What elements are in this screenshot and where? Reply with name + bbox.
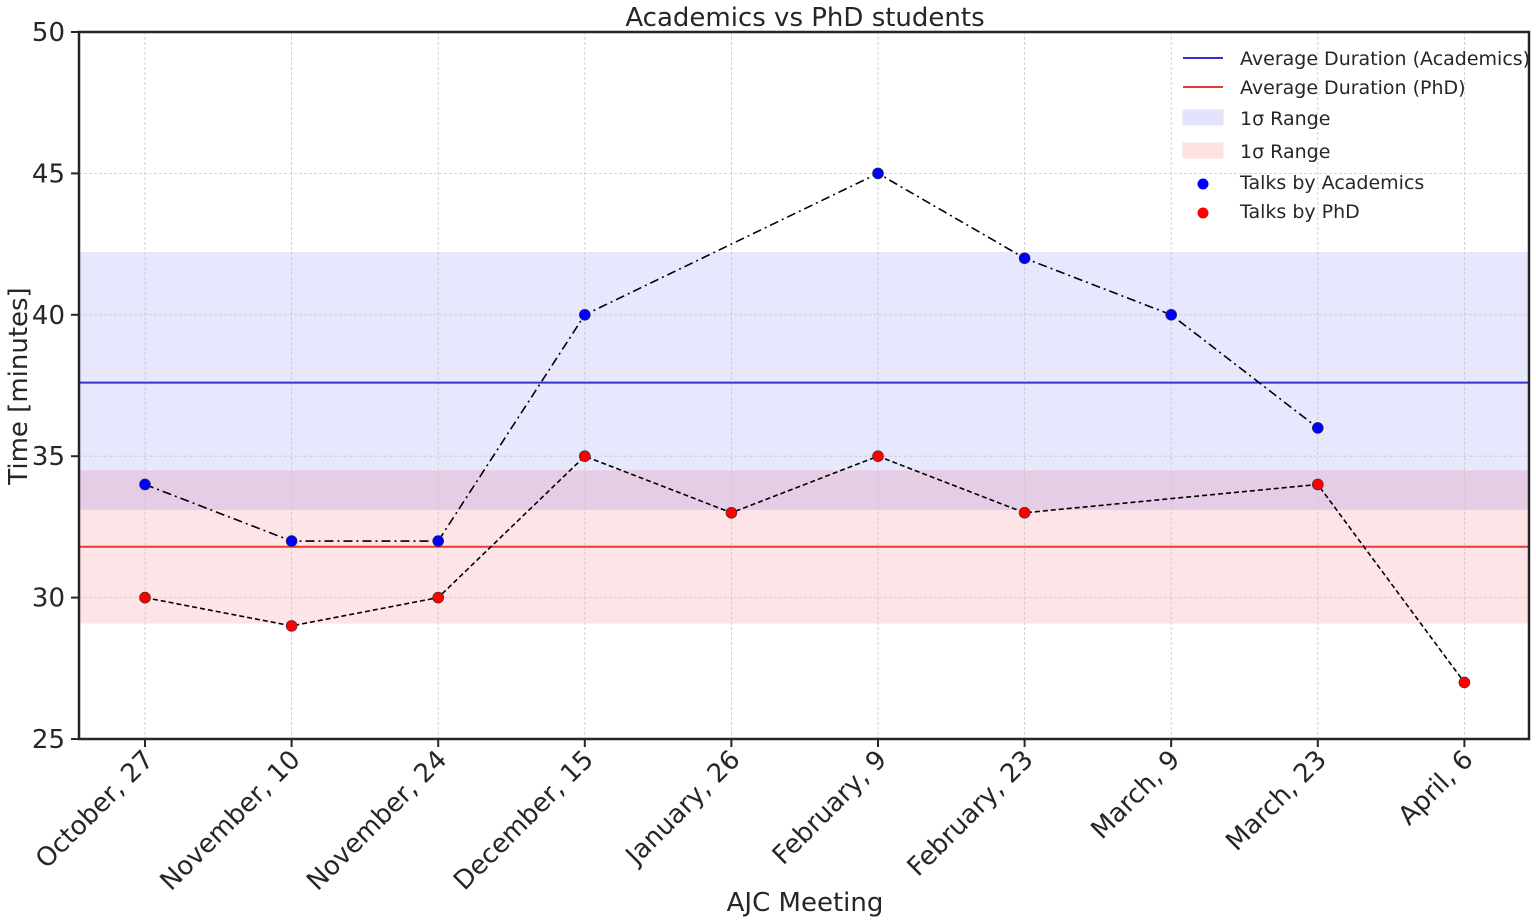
data-point xyxy=(432,591,445,604)
legend-label: 1σ Range xyxy=(1240,108,1330,130)
data-point xyxy=(1458,676,1471,689)
sigma-band-0 xyxy=(78,252,1530,511)
legend-label: Talks by PhD xyxy=(1239,201,1360,223)
data-point xyxy=(432,535,445,547)
x-tick-label: October, 27 xyxy=(30,745,160,875)
data-point xyxy=(1312,422,1324,434)
sigma-band-overlap xyxy=(79,470,1529,510)
x-tick-label: November, 24 xyxy=(301,745,453,897)
x-tick-label: March, 23 xyxy=(1220,745,1332,857)
data-point xyxy=(1018,506,1031,519)
series-points xyxy=(139,167,1471,689)
data-point xyxy=(285,620,298,632)
plot-frame xyxy=(77,30,1531,741)
legend-label: Talks by Academics xyxy=(1239,172,1424,194)
legend-swatch-marker xyxy=(1197,207,1209,219)
data-point xyxy=(872,450,884,463)
legend-swatch-marker xyxy=(1197,178,1209,190)
data-point xyxy=(578,308,591,321)
series-connector-0 xyxy=(144,172,1319,542)
y-axis-ticks: 25 30 35 40 45 50 xyxy=(32,18,79,755)
x-tick-label: February, 9 xyxy=(767,745,893,871)
data-point xyxy=(139,478,151,491)
legend: Average Duration (Academics) Average Dura… xyxy=(1182,48,1530,223)
y-tick-label: 45 xyxy=(32,159,65,189)
x-tick-label: March, 9 xyxy=(1086,745,1187,846)
data-point xyxy=(872,167,884,180)
legend-swatch-band xyxy=(1182,109,1224,126)
y-axis-label: Time [minutes] xyxy=(4,287,34,485)
legend-swatch-band xyxy=(1182,142,1224,159)
legend-label: Average Duration (Academics) xyxy=(1240,48,1530,70)
data-point xyxy=(1165,308,1177,321)
x-tick-label: February, 23 xyxy=(902,745,1040,883)
data-point xyxy=(139,591,151,604)
data-point xyxy=(578,450,591,463)
y-tick-label: 50 xyxy=(32,18,65,48)
y-tick-label: 40 xyxy=(32,301,65,331)
data-point xyxy=(1018,252,1031,265)
x-axis-label: AJC Meeting xyxy=(727,888,884,918)
legend-label: 1σ Range xyxy=(1240,141,1330,163)
x-tick-label: December, 15 xyxy=(448,745,600,897)
y-tick-label: 35 xyxy=(32,442,65,472)
x-tick-label: November, 10 xyxy=(155,745,307,897)
sigma-bands xyxy=(78,252,1530,624)
y-tick-label: 30 xyxy=(32,584,65,614)
x-tick-label: January, 26 xyxy=(619,745,746,872)
legend-label: Average Duration (PhD) xyxy=(1240,77,1466,99)
chart-title: Academics vs PhD students xyxy=(625,3,984,33)
data-point xyxy=(1312,478,1324,491)
data-point xyxy=(285,535,298,547)
data-point xyxy=(725,506,738,519)
y-tick-label: 25 xyxy=(32,725,65,755)
grid xyxy=(79,32,1529,739)
x-tick-label: April, 6 xyxy=(1393,745,1480,832)
average-lines xyxy=(79,381,1529,548)
